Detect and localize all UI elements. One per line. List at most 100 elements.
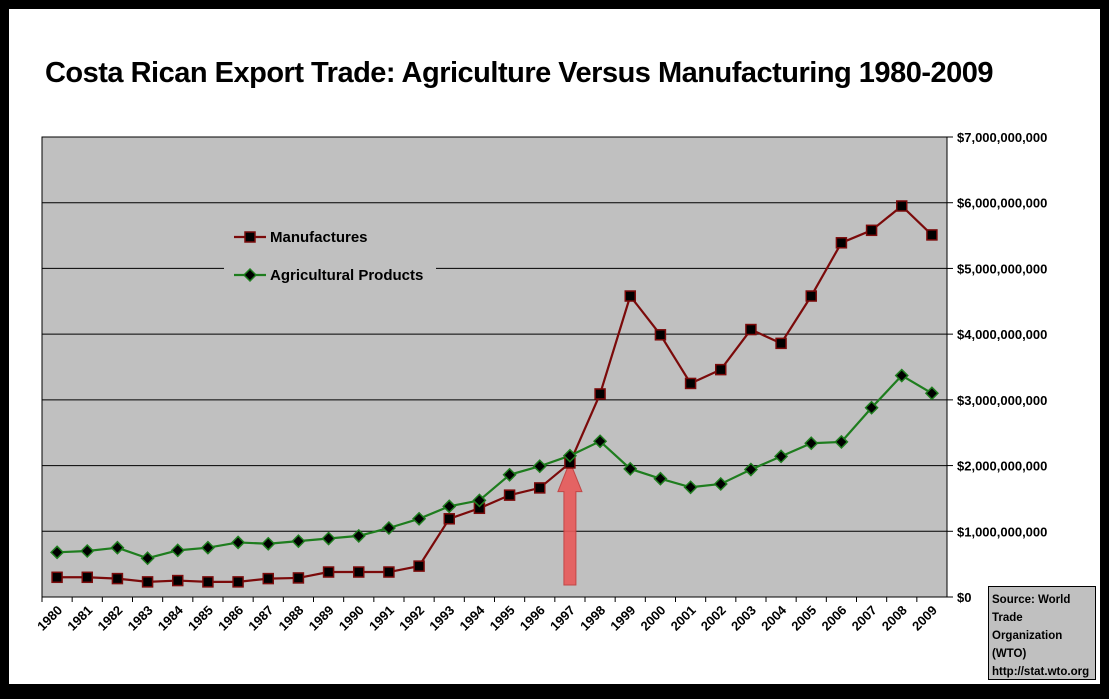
data-point [202, 576, 214, 588]
data-point [231, 535, 246, 550]
x-tick-label: 1996 [517, 603, 548, 634]
data-point [532, 459, 547, 474]
data-point [170, 543, 185, 558]
x-tick-label: 2008 [879, 603, 910, 634]
x-axis-ticks: 1980 1981 1982 1983 1984 1985 1986 1987 1988 1989… [34, 597, 940, 634]
annotation-arrow [557, 460, 583, 586]
y-tick-label: $4,000,000,000 [957, 327, 1047, 342]
data-point [442, 499, 457, 514]
x-tick-label: 2001 [668, 603, 699, 634]
plot-area [41, 136, 948, 598]
data-point [924, 386, 939, 401]
data-point [140, 551, 155, 566]
data-point [745, 323, 757, 336]
data-point [654, 329, 667, 341]
data-point [894, 368, 909, 383]
data-point [562, 448, 577, 463]
x-tick-label: 1988 [275, 603, 306, 634]
x-tick-label: 1992 [396, 603, 427, 634]
legend-label: Manufactures [270, 229, 368, 246]
data-point [321, 531, 336, 546]
data-point [443, 513, 455, 525]
data-point [623, 461, 638, 476]
data-point [834, 434, 849, 449]
data-point [383, 566, 395, 578]
x-tick-label: 1985 [185, 603, 216, 634]
y-tick-label: $3,000,000,000 [957, 393, 1047, 408]
x-tick-label: 1982 [94, 603, 125, 634]
data-point [805, 290, 817, 302]
source-note: Source: World Trade Organization (WTO) h… [988, 586, 1096, 696]
data-point [242, 267, 258, 283]
legend-box [224, 213, 436, 299]
data-point [351, 528, 366, 543]
data-point [594, 388, 606, 400]
x-tick-label: 1994 [456, 602, 488, 634]
data-point [292, 572, 305, 584]
data-point [111, 572, 124, 585]
x-tick-label: 1983 [125, 603, 156, 634]
x-tick-label: 1986 [215, 603, 246, 634]
data-point [653, 471, 668, 486]
data-point [353, 566, 365, 578]
data-point [624, 290, 636, 302]
data-point [713, 476, 728, 492]
data-point [774, 449, 789, 464]
data-point [503, 489, 516, 501]
x-tick-label: 2004 [758, 602, 790, 634]
y-tick-label: $1,000,000,000 [957, 524, 1047, 539]
data-point [81, 571, 93, 584]
x-tick-label: 2005 [788, 603, 819, 634]
data-point [835, 237, 848, 249]
data-point [472, 493, 487, 508]
x-tick-label: 1997 [547, 603, 578, 634]
series-markers [50, 200, 939, 588]
x-tick-label: 1991 [366, 603, 397, 634]
data-point [534, 482, 546, 494]
data-point [200, 540, 215, 555]
x-tick-label: 1993 [426, 603, 457, 634]
source-line: Organization (WTO) [992, 630, 1063, 660]
x-tick-label: 1995 [487, 603, 518, 634]
data-point [593, 434, 608, 449]
data-point [413, 560, 425, 572]
x-tick-label: 2003 [728, 603, 759, 634]
data-point [322, 566, 335, 578]
y-tick-label: $2,000,000,000 [957, 459, 1047, 474]
data-point [80, 543, 95, 559]
data-point [683, 480, 698, 495]
chart-title: Costa Rican Export Trade: Agriculture Ve… [44, 57, 994, 89]
data-point [896, 200, 908, 212]
data-point [261, 536, 276, 551]
data-point [864, 400, 879, 415]
data-point [381, 520, 396, 536]
x-tick-label: 2007 [849, 603, 880, 634]
x-tick-label: 1989 [306, 603, 337, 634]
data-point [926, 229, 938, 241]
data-point [110, 540, 125, 555]
x-tick-label: 1999 [607, 603, 638, 634]
data-point [715, 363, 727, 376]
legend-label: Agricultural Products [270, 267, 423, 284]
data-point [775, 337, 787, 350]
x-tick-label: 1998 [577, 603, 608, 634]
data-point [684, 377, 697, 390]
data-point [865, 224, 878, 237]
data-point [51, 571, 63, 584]
y-tick-label: $5,000,000,000 [957, 261, 1047, 276]
x-tick-label: 1990 [336, 603, 367, 634]
legend: Manufactures Agricultural Products [224, 213, 436, 299]
y-tick-label: $0 [957, 590, 971, 605]
data-point [172, 574, 184, 587]
x-tick-label: 1984 [155, 602, 187, 634]
x-tick-label: 1980 [34, 603, 65, 634]
data-point [502, 467, 517, 482]
data-point [50, 545, 65, 560]
data-point [743, 462, 758, 477]
x-tick-label: 1987 [245, 603, 276, 634]
x-tick-label: 2006 [818, 603, 849, 634]
source-line: Accessed 3/21/11 [992, 684, 1087, 696]
grid-lines [42, 136, 947, 532]
data-point [262, 572, 274, 585]
